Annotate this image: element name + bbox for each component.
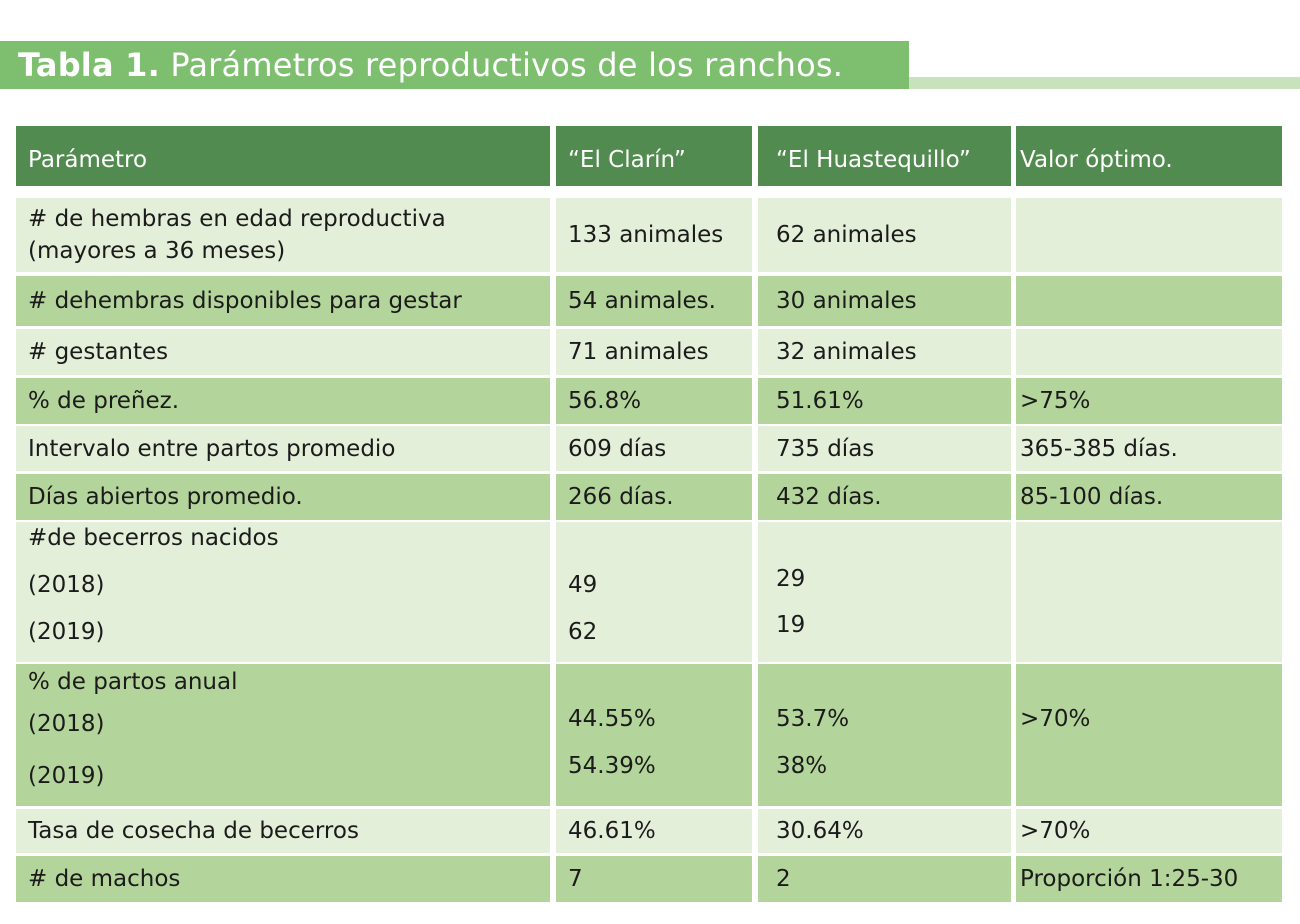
table-header: Parámetro “El Clarín” “El Huastequillo” … — [16, 126, 1282, 186]
row-optimo — [1016, 522, 1282, 662]
row-huastequillo: 32 animales — [758, 329, 1011, 375]
row-clarin-value: 49 — [568, 572, 598, 598]
row-param: # dehembras disponibles para gestar — [16, 276, 550, 326]
row-huastequillo-value: 38% — [776, 753, 828, 779]
row-clarin-value: 62 — [568, 619, 598, 645]
row-param-line: (2018) — [28, 572, 105, 598]
header-parametro: Parámetro — [16, 126, 550, 186]
table-row: % de preñez. 56.8% 51.61% >75% — [16, 378, 1282, 424]
row-huastequillo: 30 animales — [758, 276, 1011, 326]
row-param-line: (2018) — [28, 711, 105, 737]
row-huastequillo-value: 53.7% — [776, 706, 850, 732]
header-el-huastequillo: “El Huastequillo” — [758, 126, 1011, 186]
row-huastequillo-cell: 29 19 — [758, 522, 1011, 662]
row-param-line: (2019) — [28, 619, 105, 645]
row-clarin: 266 días. — [556, 474, 752, 520]
table-title-number: Tabla 1. — [18, 46, 160, 84]
row-param-line: (mayores a 36 meses) — [28, 238, 286, 264]
table-row: # dehembras disponibles para gestar 54 a… — [16, 276, 1282, 326]
row-optimo — [1016, 198, 1282, 272]
table-row: % de partos anual (2018) (2019) 44.55% 5… — [16, 664, 1282, 806]
row-clarin-cell: 44.55% 54.39% — [556, 664, 752, 806]
row-optimo — [1016, 276, 1282, 326]
row-param-line: # de hembras en edad reproductiva — [28, 206, 446, 232]
title-band — [0, 41, 909, 89]
row-param-line: #de becerros nacidos — [28, 525, 279, 551]
row-optimo: 365-385 días. — [1016, 426, 1282, 471]
row-clarin: 7 — [556, 856, 752, 902]
row-clarin: 56.8% — [556, 378, 752, 424]
row-param-cell: # de hembras en edad reproductiva (mayor… — [16, 198, 550, 272]
row-optimo: Proporción 1:25-30 — [1016, 856, 1282, 902]
row-param: % de preñez. — [16, 378, 550, 424]
row-clarin: 609 días — [556, 426, 752, 471]
row-huastequillo: 62 animales — [758, 198, 1011, 272]
table-row: #de becerros nacidos (2018) (2019) 49 62… — [16, 522, 1282, 662]
row-huastequillo-value: 29 — [776, 566, 806, 592]
table-title: Tabla 1. Parámetros reproductivos de los… — [18, 41, 843, 89]
row-huastequillo: 735 días — [758, 426, 1011, 471]
table-row: Días abiertos promedio. 266 días. 432 dí… — [16, 474, 1282, 520]
row-optimo: 85-100 días. — [1016, 474, 1282, 520]
row-huastequillo-cell: 53.7% 38% — [758, 664, 1011, 806]
row-huastequillo-value: 19 — [776, 612, 806, 638]
row-clarin: 133 animales — [556, 198, 752, 272]
row-clarin-value: 44.55% — [568, 706, 656, 732]
row-optimo: >75% — [1016, 378, 1282, 424]
table-row: # de hembras en edad reproductiva (mayor… — [16, 198, 1282, 272]
row-param: # gestantes — [16, 329, 550, 375]
title-underline — [909, 77, 1300, 89]
row-param-cell: % de partos anual (2018) (2019) — [16, 664, 550, 806]
row-clarin-value: 54.39% — [568, 753, 656, 779]
table-row: Intervalo entre partos promedio 609 días… — [16, 426, 1282, 471]
row-param: Intervalo entre partos promedio — [16, 426, 550, 471]
table-title-text: Parámetros reproductivos de los ranchos. — [170, 46, 844, 84]
row-param: # de machos — [16, 856, 550, 902]
row-optimo: >70% — [1016, 809, 1282, 853]
row-param-line: % de partos anual — [28, 669, 238, 695]
row-clarin: 46.61% — [556, 809, 752, 853]
row-huastequillo: 2 — [758, 856, 1011, 902]
row-optimo-value: >70% — [1020, 706, 1091, 732]
row-param: Tasa de cosecha de becerros — [16, 809, 550, 853]
row-huastequillo: 30.64% — [758, 809, 1011, 853]
table-row: # gestantes 71 animales 32 animales — [16, 329, 1282, 375]
row-huastequillo: 51.61% — [758, 378, 1011, 424]
row-clarin: 71 animales — [556, 329, 752, 375]
row-optimo-cell: >70% — [1016, 664, 1282, 806]
row-clarin-cell: 49 62 — [556, 522, 752, 662]
header-valor-optimo: Valor óptimo. — [1016, 126, 1282, 186]
row-huastequillo: 432 días. — [758, 474, 1011, 520]
row-clarin: 54 animales. — [556, 276, 752, 326]
row-param-cell: #de becerros nacidos (2018) (2019) — [16, 522, 550, 662]
row-optimo — [1016, 329, 1282, 375]
row-param-line: (2019) — [28, 763, 105, 789]
table-row: Tasa de cosecha de becerros 46.61% 30.64… — [16, 809, 1282, 853]
table-row: # de machos 7 2 Proporción 1:25-30 — [16, 856, 1282, 902]
header-el-clarin: “El Clarín” — [556, 126, 752, 186]
row-param: Días abiertos promedio. — [16, 474, 550, 520]
